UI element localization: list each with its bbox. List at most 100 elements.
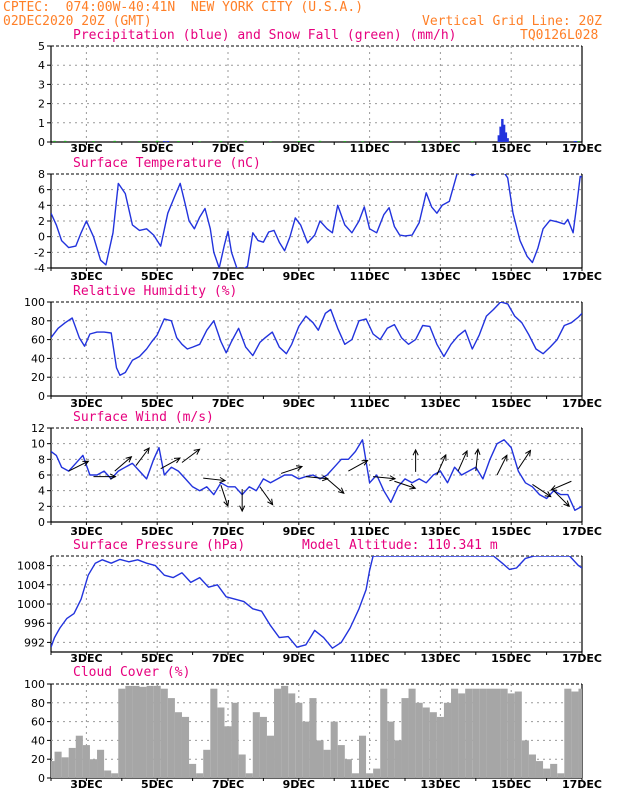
wind-arrow-head xyxy=(143,447,150,454)
wind-arrow xyxy=(135,447,150,466)
grid-line-note: Vertical Grid Line: 20Z xyxy=(422,14,603,29)
cloud-bar xyxy=(224,726,232,778)
snow-bar xyxy=(297,141,300,142)
precip-bar xyxy=(504,132,508,142)
wind-arrow-head xyxy=(193,448,201,455)
cloud-bar xyxy=(210,688,218,778)
cloud-bar xyxy=(274,688,282,778)
cloud-ytick-label: 100 xyxy=(24,678,45,691)
wind-arrow xyxy=(160,457,181,470)
cloud-bar xyxy=(358,735,367,778)
temp-line xyxy=(51,174,582,268)
rh-ytick-label: 100 xyxy=(24,296,45,309)
cloud-plot-area xyxy=(51,685,582,778)
cloud-bar xyxy=(507,693,515,778)
cloud-bar xyxy=(528,754,536,778)
wind-arrow xyxy=(114,456,133,472)
temp-xtick-label: 11DEC xyxy=(350,270,390,283)
precip-ytick-label: 2 xyxy=(38,98,45,111)
temp-xtick-label: 9DEC xyxy=(283,270,315,283)
precip-ytick-label: 0 xyxy=(38,136,45,149)
cloud-bar xyxy=(493,688,501,778)
pressure-xtick-label: 11DEC xyxy=(350,652,390,665)
cloud-xtick-label: 13DEC xyxy=(420,778,460,791)
wind-xtick-label: 5DEC xyxy=(141,525,173,538)
cloud-bar xyxy=(316,740,324,778)
rh-xtick-label: 3DEC xyxy=(70,397,102,410)
wind-arrow-shaft xyxy=(203,477,226,482)
cloud-bar xyxy=(401,698,409,778)
rh-xtick-label: 5DEC xyxy=(141,397,173,410)
cloud-bar xyxy=(344,759,352,778)
cloud-bar xyxy=(153,685,161,778)
pressure-xtick-label: 7DEC xyxy=(212,652,244,665)
precip-xtick-label: 7DEC xyxy=(212,142,244,155)
cloud-bar xyxy=(373,768,381,778)
snow-bar xyxy=(156,140,159,142)
wind-arrow-shaft xyxy=(496,455,508,476)
wind-arrow-head xyxy=(389,475,397,482)
wind-arrow-head xyxy=(525,449,532,457)
wind-arrow-head xyxy=(337,487,345,494)
cloud-bar xyxy=(104,770,112,778)
wind-arrow-shaft xyxy=(280,466,303,474)
rh-ytick-label: 40 xyxy=(31,352,45,365)
cloud-bar xyxy=(203,749,211,778)
cloud-bar xyxy=(196,773,204,778)
cloud-bar xyxy=(231,702,239,778)
rh-ytick-label: 20 xyxy=(31,371,45,384)
station-header: CPTEC: 074:00W-40:41N NEW YORK CITY (U.S… xyxy=(3,0,364,15)
precip-plot-area xyxy=(53,118,580,142)
precip-xtick-label: 17DEC xyxy=(562,142,602,155)
wind-arrow xyxy=(436,453,447,476)
snow-bar xyxy=(92,141,95,142)
cloud-title: Cloud Cover (%) xyxy=(73,665,191,680)
wind-xtick-label: 11DEC xyxy=(350,525,390,538)
rh-xtick-label: 17DEC xyxy=(562,397,602,410)
rh-line xyxy=(51,302,582,376)
wind-arrow xyxy=(474,448,481,472)
wind-arrow-head xyxy=(295,465,304,472)
cloud-bar xyxy=(160,688,168,778)
temp-ytick-label: 6 xyxy=(38,184,45,197)
cloud-bar xyxy=(295,702,303,778)
wind-arrow-shaft xyxy=(475,449,479,472)
wind-arrow-head xyxy=(563,500,571,508)
precip-xtick-label: 3DEC xyxy=(70,142,102,155)
precip-bar xyxy=(575,141,578,142)
wind-arrow-head xyxy=(239,505,246,513)
wind-arrow-shaft xyxy=(457,450,468,472)
cloud-bar xyxy=(238,754,246,778)
wind-arrow-shaft xyxy=(550,480,572,491)
cloud-bar xyxy=(451,688,459,778)
cloud-bar xyxy=(259,716,267,778)
wind-arrow-head xyxy=(409,483,417,490)
temp-xtick-label: 13DEC xyxy=(420,270,460,283)
cloud-bar xyxy=(429,712,437,778)
wind-arrow-head xyxy=(223,500,230,508)
wind-arrow xyxy=(496,454,508,476)
precip-xtick-label: 9DEC xyxy=(283,142,315,155)
cloud-bar xyxy=(139,686,147,778)
wind-arrow-shaft xyxy=(348,459,368,472)
precip-xtick-label: 11DEC xyxy=(350,142,390,155)
wind-arrow-head xyxy=(267,498,274,506)
cloud-bar xyxy=(458,693,466,778)
wind-arrow-head xyxy=(440,453,447,461)
wind-arrow-head xyxy=(361,459,369,466)
cloud-xtick-label: 9DEC xyxy=(283,778,315,791)
temp-title: Surface Temperature (nC) xyxy=(73,156,261,171)
cloud-xtick-label: 11DEC xyxy=(350,778,390,791)
snow-bar xyxy=(113,140,116,142)
pressure-xtick-label: 15DEC xyxy=(491,652,531,665)
cloud-bar xyxy=(366,773,374,778)
cloud-bar xyxy=(125,685,133,778)
cloud-bar xyxy=(443,702,452,778)
wind-ytick-label: 2 xyxy=(38,500,45,513)
precip-ytick-label: 4 xyxy=(38,59,45,72)
pressure-ytick-label: 1004 xyxy=(17,579,45,592)
model-altitude: Model Altitude: 110.341 m xyxy=(302,538,498,553)
snow-bar xyxy=(343,141,347,142)
precip-ytick-label: 1 xyxy=(38,117,45,130)
